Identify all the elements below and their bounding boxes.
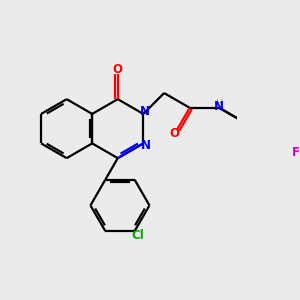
Text: N: N [140,106,150,118]
Text: N: N [214,100,224,113]
Text: F: F [292,146,300,159]
Text: H: H [215,99,223,109]
Text: O: O [113,62,123,76]
Text: Cl: Cl [131,230,144,242]
Text: O: O [169,128,180,140]
Text: N: N [141,139,151,152]
